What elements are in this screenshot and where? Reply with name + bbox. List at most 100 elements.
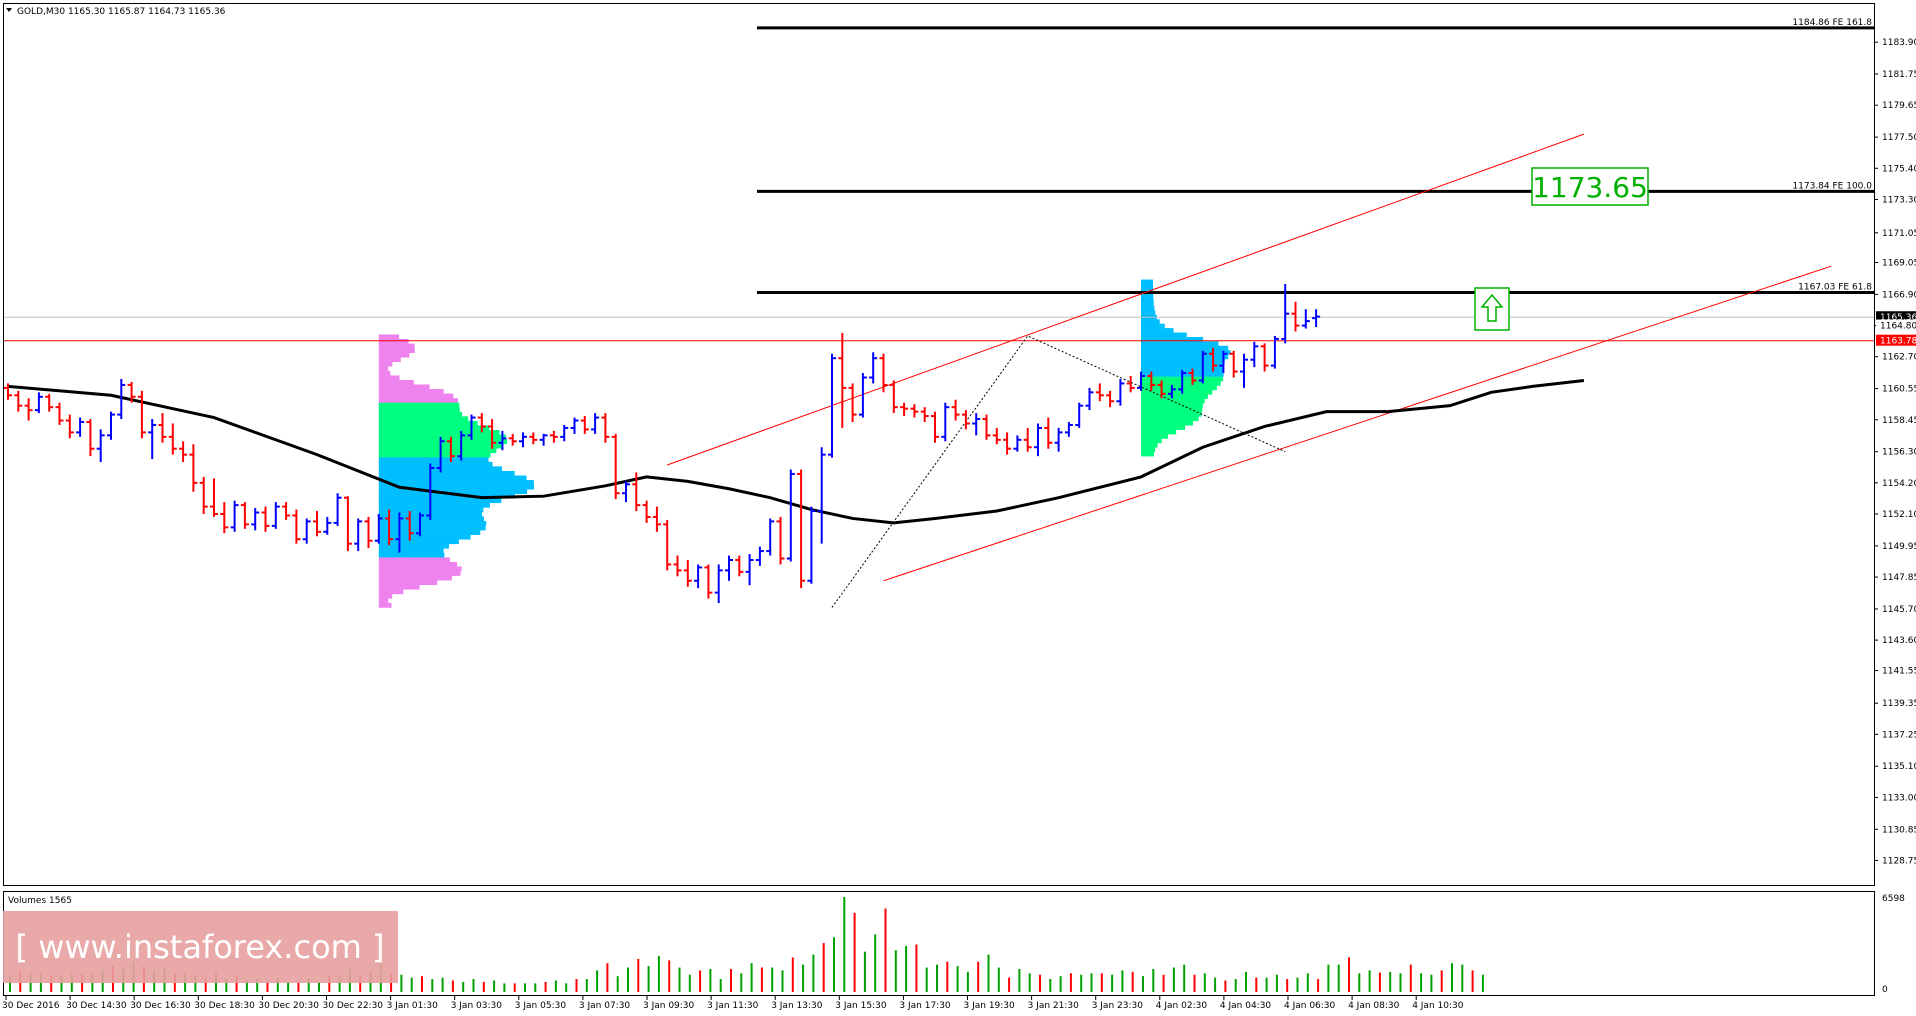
- ohlc-bar: [797, 469, 806, 589]
- volume-profile-row: [378, 593, 393, 599]
- ohlc-bar: [920, 407, 929, 423]
- time-tick-label: 3 Jan 11:30: [707, 1001, 759, 1011]
- ohlc-bar: [858, 373, 867, 418]
- price-tick-label: 1173.30: [1882, 195, 1916, 205]
- ohlc-bar: [14, 390, 23, 412]
- ohlc-bar: [1137, 371, 1145, 391]
- ohlc-bar: [364, 516, 373, 549]
- price-tick-label: 1162.70: [1882, 353, 1916, 363]
- volume-profile-row: [1141, 447, 1156, 453]
- ohlc-bar: [271, 502, 280, 529]
- volume-profile-row: [378, 402, 460, 408]
- time-tick-label: 30 Dec 2016: [2, 1001, 60, 1011]
- volume-profile-row: [378, 480, 534, 485]
- ohlc-bar: [374, 513, 383, 544]
- volume-profile-row: [1141, 319, 1160, 325]
- ohlc-bar: [179, 441, 188, 463]
- volume-profile-row: [378, 516, 484, 522]
- volume-profile-row: [378, 425, 490, 431]
- fib-level-label: 1184.86 FE 161.8: [1792, 18, 1872, 28]
- ohlc-bar: [642, 500, 651, 523]
- svg-text:[ www.instaforex.com ]: [ www.instaforex.com ]: [16, 928, 385, 966]
- price-tick-label: 1135.10: [1882, 762, 1916, 772]
- volume-profile-row: [378, 580, 438, 586]
- volume-profile-row: [1141, 434, 1169, 439]
- ohlc-bar: [673, 555, 682, 577]
- volume-profile-row: [378, 589, 404, 595]
- fib-level-label: 1167.03 FE 61.8: [1798, 282, 1872, 292]
- volume-profile-row: [378, 534, 471, 540]
- time-tick-label: 4 Jan 04:30: [1220, 1001, 1272, 1011]
- price-bars: [4, 284, 1321, 604]
- trend-channel: [667, 133, 1832, 608]
- ohlc-bar: [755, 546, 764, 566]
- price-tick-label: 1145.70: [1882, 605, 1916, 615]
- moving-average: [7, 378, 1585, 525]
- time-tick-label: 3 Jan 05:30: [515, 1001, 567, 1011]
- ohlc-bar: [96, 429, 105, 463]
- volume-profile-row: [378, 539, 459, 545]
- time-tick-label: 30 Dec 18:30: [194, 1001, 255, 1011]
- target-box: [1531, 167, 1649, 206]
- price-tick-label: 1175.40: [1882, 164, 1916, 174]
- volume-profile-row: [1141, 345, 1229, 351]
- volume-profile-row: [378, 366, 389, 372]
- time-tick-label: 30 Dec 14:30: [66, 1001, 127, 1011]
- ohlc-bar: [735, 555, 744, 577]
- ohlc-bar: [992, 427, 1001, 445]
- volume-profile-row: [1141, 416, 1199, 422]
- ohlc-bar: [786, 469, 795, 562]
- ohlc-bar: [127, 381, 136, 403]
- price-tick-label: 1139.35: [1882, 699, 1916, 709]
- volume-profile-row: [378, 530, 481, 535]
- volume-profile-row: [1141, 389, 1213, 395]
- volume-profile-row: [378, 348, 415, 353]
- ohlc-bar: [1085, 387, 1094, 411]
- ohlc-bar: [426, 463, 435, 520]
- time-tick-label: 3 Jan 09:30: [643, 1001, 695, 1011]
- dropdown-triangle-icon[interactable]: [6, 8, 12, 12]
- price-tick-label: 1177.50: [1882, 133, 1916, 143]
- price-tick-label: 1149.95: [1882, 542, 1916, 552]
- ohlc-bar: [591, 413, 600, 434]
- volume-profile-row: [1141, 394, 1208, 400]
- ohlc-bar: [1250, 341, 1259, 368]
- time-tick-label: 3 Jan 13:30: [771, 1001, 823, 1011]
- ohlc-bar: [1023, 427, 1032, 452]
- ohlc-bar: [189, 444, 198, 492]
- ohlc-bar: [694, 564, 703, 589]
- price-tick-label: 1183.90: [1882, 38, 1916, 48]
- time-tick-label: 3 Jan 03:30: [451, 1001, 503, 1011]
- ohlc-bar: [1240, 353, 1248, 388]
- fib-level-label: 1173.84 FE 100.0: [1792, 181, 1872, 191]
- ohlc-bar: [477, 413, 486, 433]
- price-label-box: [1876, 319, 1916, 331]
- volume-max-label: 6598: [1882, 894, 1905, 904]
- ohlc-bar: [817, 447, 826, 544]
- ohlc-bar: [1229, 350, 1238, 378]
- ohlc-bar: [137, 390, 146, 439]
- up-arrow-icon: [1474, 287, 1510, 331]
- ohlc-bar: [663, 519, 672, 571]
- volume-profile-row: [378, 489, 528, 495]
- volume-profile-row: [1141, 283, 1154, 289]
- ohlc-bar: [117, 378, 126, 420]
- volume-profile-row: [378, 339, 409, 344]
- ohlc-bar: [879, 353, 888, 393]
- ohlc-bar: [931, 411, 939, 443]
- ohlc-bar: [1147, 371, 1156, 391]
- ohlc-bar: [405, 511, 414, 541]
- ohlc-bar: [549, 430, 558, 443]
- volume-profile-row: [378, 384, 430, 390]
- volume-profile-row: [378, 343, 415, 349]
- ohlc-bar: [498, 430, 507, 451]
- ohlc-bar: [1075, 402, 1084, 428]
- ohlc-bar: [1260, 343, 1269, 372]
- ohlc-bar: [828, 353, 836, 458]
- ohlc-bar: [745, 554, 754, 586]
- price-label-box: [1876, 311, 1916, 323]
- volume-profile-row: [378, 448, 497, 454]
- ohlc-bar: [1157, 380, 1166, 399]
- price-tick-label: 1166.90: [1882, 290, 1916, 300]
